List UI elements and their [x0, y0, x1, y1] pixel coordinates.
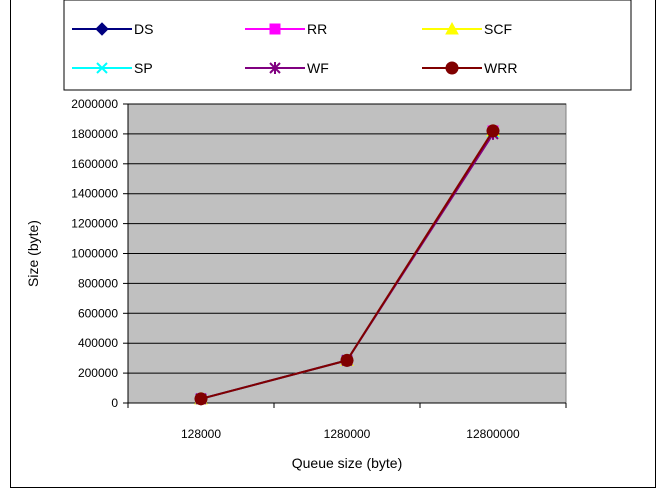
legend-label-wf: WF [307, 60, 329, 76]
legend-marker-wf [269, 62, 281, 74]
y-tick-label: 2000000 [71, 97, 118, 111]
x-tick-label: 128000 [181, 427, 221, 441]
legend-label-ds: DS [134, 21, 153, 37]
legend-label-sp: SP [134, 60, 153, 76]
legend-marker-scf [445, 21, 459, 35]
y-tick-label: 0 [111, 396, 118, 410]
legend-box [63, 0, 632, 91]
y-tick-label: 200000 [78, 366, 118, 380]
y-tick-label: 1400000 [71, 187, 118, 201]
y-axis-title: Size (byte) [25, 220, 41, 287]
y-tick-label: 600000 [78, 306, 118, 320]
y-tick-label: 1200000 [71, 217, 118, 231]
data-point-wrr [486, 124, 500, 138]
y-tick-label: 1000000 [71, 247, 118, 261]
data-point-wrr [194, 392, 208, 406]
legend-label-scf: SCF [484, 21, 512, 37]
legend-label-rr: RR [307, 21, 327, 37]
y-tick-label: 400000 [78, 336, 118, 350]
data-point-wrr [340, 353, 354, 367]
legend-marker-wrr [445, 61, 459, 75]
y-tick-label: 1800000 [71, 127, 118, 141]
legend-marker-sp [96, 62, 108, 74]
y-tick-label: 800000 [78, 276, 118, 290]
y-tick-label: 1600000 [71, 157, 118, 171]
legend-marker-rr [269, 23, 281, 35]
x-tick-label: 12800000 [466, 427, 520, 441]
x-axis-title: Queue size (byte) [292, 455, 403, 471]
legend-label-wrr: WRR [484, 60, 517, 76]
legend-marker-ds [95, 22, 109, 36]
x-tick-label: 1280000 [324, 427, 371, 441]
